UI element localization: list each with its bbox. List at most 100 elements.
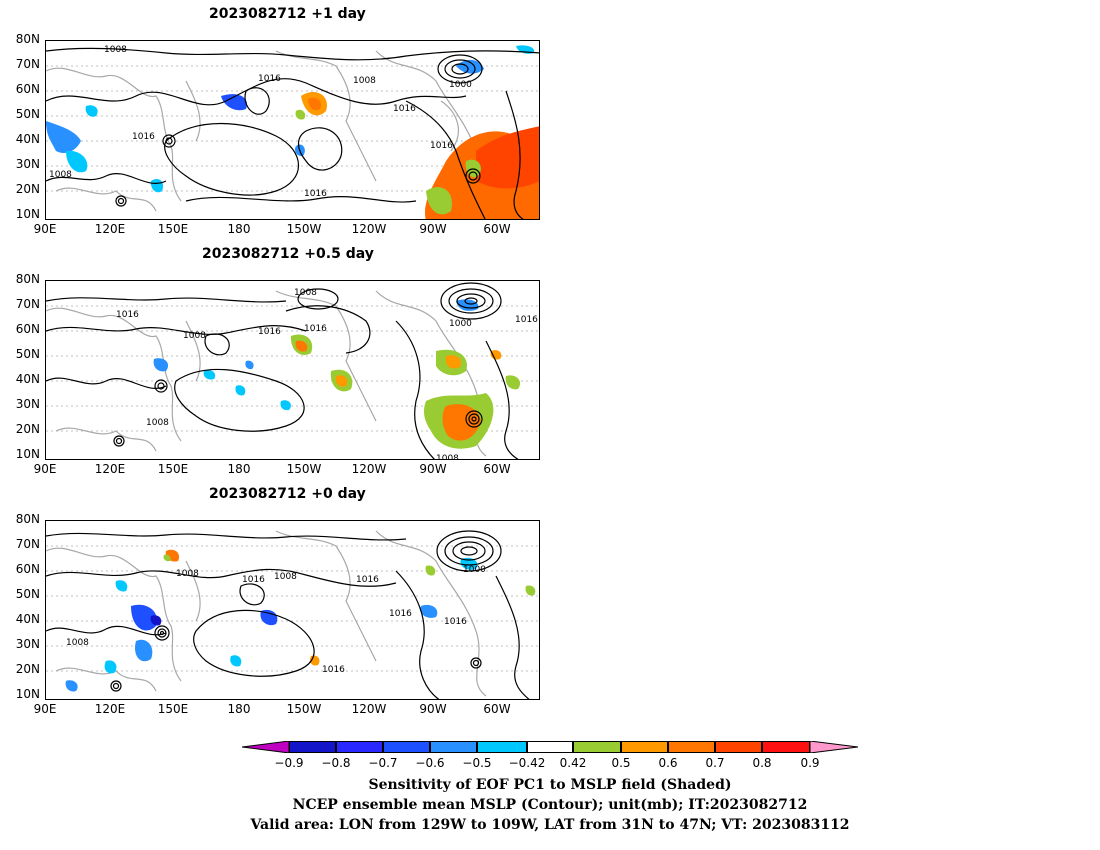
- lat-tick-label: 20N: [15, 662, 40, 676]
- lon-tick-label: 150W: [286, 222, 322, 236]
- map-panel-plus1day: 1008 1008 1000 1016 1016 1016 1016 1008 …: [45, 40, 540, 220]
- lon-tick-label: 60W: [483, 222, 511, 236]
- colorbar-cell: [668, 741, 715, 753]
- caption-line-1: Sensitivity of EOF PC1 to MSLP field (Sh…: [368, 777, 732, 793]
- shading-negative: [65, 557, 478, 692]
- shading-positive: [295, 91, 539, 219]
- contour-label: 1008: [353, 76, 376, 86]
- lat-tick-label: 70N: [15, 57, 40, 71]
- lat-tick-label: 60N: [15, 82, 40, 96]
- map-panel-plus0p5day: 1008 1000 1016 1016 1008 1016 1016 1008 …: [45, 280, 540, 460]
- panel-title: 2023082712 +1 day: [209, 6, 366, 22]
- contour-label: 1016: [258, 327, 281, 337]
- lat-tick-label: 50N: [15, 107, 40, 121]
- lat-tick-label: 20N: [15, 182, 40, 196]
- lon-tick-label: 60W: [483, 462, 511, 476]
- lat-tick-label: 30N: [15, 397, 40, 411]
- lat-tick-label: 80N: [15, 272, 40, 286]
- lat-tick-label: 80N: [15, 32, 40, 46]
- contour-label: 1016: [444, 617, 467, 627]
- contour-label: 1008: [176, 569, 199, 579]
- contour-label: 1008: [436, 454, 459, 460]
- contour-label: 1016: [242, 575, 265, 585]
- lat-tick-label: 40N: [15, 132, 40, 146]
- lon-tick-label: 150E: [157, 462, 189, 476]
- colorbar-cell: [430, 741, 477, 753]
- shading-negative: [153, 299, 479, 411]
- lon-tick-label: 120E: [94, 462, 126, 476]
- lon-tick-label: 120E: [94, 702, 126, 716]
- contour-label: 1008: [104, 45, 127, 55]
- contour-labels: 1008 1008 1000 1016 1016 1016 1016 1008 …: [49, 45, 472, 199]
- contour-label: 1016: [304, 189, 327, 199]
- mslp-contours: [46, 530, 530, 699]
- lat-tick-label: 50N: [15, 347, 40, 361]
- lon-tick-label: 120E: [94, 222, 126, 236]
- lon-tick-label: 180: [227, 702, 251, 716]
- caption-line-3: Valid area: LON from 129W to 109W, LAT f…: [250, 817, 850, 833]
- mslp-contours: [46, 47, 539, 219]
- contour-label: 1016: [515, 315, 538, 325]
- contour-label: 1008: [146, 418, 169, 428]
- lat-tick-label: 40N: [15, 372, 40, 386]
- lon-tick-label: 150W: [286, 462, 322, 476]
- colorbar-cell: [289, 741, 336, 753]
- colorbar-cell: [336, 741, 383, 753]
- lon-tick-label: 90W: [419, 702, 447, 716]
- lon-tick-label: 180: [227, 222, 251, 236]
- contour-label: 1016: [430, 141, 453, 151]
- shading-positive: [290, 334, 521, 449]
- contour-label: 1016: [356, 575, 379, 585]
- contour-label: 1016: [322, 665, 345, 675]
- lat-tick-label: 60N: [15, 322, 40, 336]
- map-panel-plus0day: 1008 1016 1008 1016 1000 1016 1016 1008 …: [45, 520, 540, 700]
- lon-tick-label: 90E: [33, 462, 57, 476]
- colorbar-tick-label: −0.9: [274, 756, 304, 770]
- colorbar-left-arrow: [242, 741, 290, 753]
- lat-tick-label: 30N: [15, 157, 40, 171]
- lat-tick-label: 10N: [15, 687, 40, 701]
- lon-tick-label: 150E: [157, 222, 189, 236]
- contour-label: 1000: [449, 80, 472, 90]
- colorbar-tick-label: 0.7: [705, 756, 725, 770]
- contour-label: 1016: [132, 132, 155, 142]
- shading-negative: [46, 45, 535, 193]
- map-plot: 1008 1016 1008 1016 1000 1016 1016 1008 …: [46, 530, 539, 699]
- contour-label: 1000: [463, 565, 486, 575]
- coastlines: [46, 530, 487, 697]
- colorbar-tick-label: −0.8: [321, 756, 351, 770]
- lon-tick-label: 90W: [419, 462, 447, 476]
- lon-tick-label: 120W: [351, 222, 387, 236]
- panel-title: 2023082712 +0.5 day: [202, 246, 374, 262]
- colorbar-right-arrow: [809, 741, 859, 753]
- colorbar-cell: [762, 741, 810, 753]
- map-plot: 1008 1000 1016 1016 1008 1016 1016 1008 …: [46, 282, 539, 460]
- lon-tick-label: 180: [227, 462, 251, 476]
- contour-labels: 1008 1016 1008 1016 1000 1016 1016 1008 …: [66, 565, 486, 675]
- colorbar-tick-label: −0.6: [415, 756, 445, 770]
- contour-label: 1008: [183, 331, 206, 341]
- contour-label: 1008: [294, 288, 317, 298]
- colorbar-tick-label: −0.42: [508, 756, 546, 770]
- lat-tick-label: 10N: [15, 207, 40, 221]
- contour-label: 1016: [393, 104, 416, 114]
- lat-tick-label: 20N: [15, 422, 40, 436]
- contour-label: 1000: [449, 319, 472, 329]
- lat-tick-label: 60N: [15, 562, 40, 576]
- lon-tick-label: 150E: [157, 702, 189, 716]
- lon-tick-label: 90E: [33, 222, 57, 236]
- contour-labels: 1008 1000 1016 1016 1008 1016 1016 1008 …: [116, 288, 538, 460]
- lat-tick-label: 10N: [15, 447, 40, 461]
- colorbar-tick-label: 0.42: [559, 756, 587, 770]
- colorbar-tick-label: 0.5: [611, 756, 631, 770]
- colorbar-tick-label: 0.6: [658, 756, 678, 770]
- lon-tick-label: 120W: [351, 462, 387, 476]
- colorbar-tick-label: −0.5: [462, 756, 492, 770]
- contour-label: 1016: [304, 324, 327, 334]
- contour-label: 1008: [66, 638, 89, 648]
- colorbar-cell: [621, 741, 668, 753]
- lon-tick-label: 120W: [351, 702, 387, 716]
- contour-label: 1016: [258, 74, 281, 84]
- lon-tick-label: 90W: [419, 222, 447, 236]
